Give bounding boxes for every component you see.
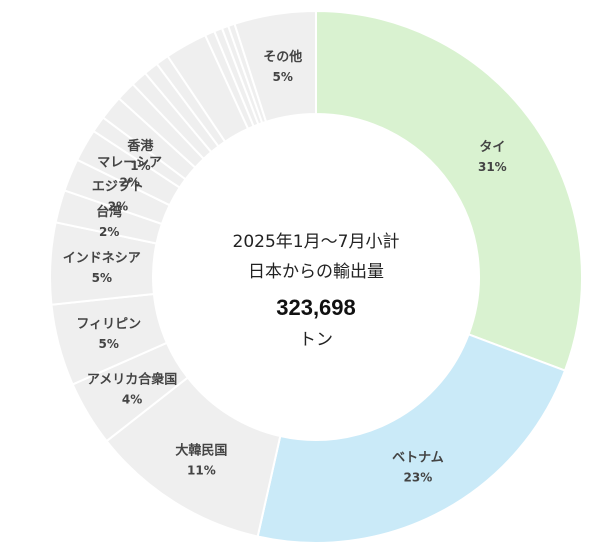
slice-label-percent: 11% bbox=[187, 463, 216, 477]
center-text: 2025年1月～7月小計 日本からの輸出量 323,698 トン bbox=[233, 232, 400, 350]
slice-label-percent: 1% bbox=[130, 159, 150, 173]
slice-label-name: アメリカ合衆国 bbox=[87, 371, 177, 387]
slices-layer bbox=[49, 9, 583, 544]
center-metric-label: 日本からの輸出量 bbox=[248, 262, 384, 282]
slice-label-name: マレーシア bbox=[97, 156, 162, 171]
slice-label-name: インドネシア bbox=[63, 251, 141, 266]
slice-label-name: 台湾 bbox=[96, 204, 122, 220]
center-total-value: 323,698 bbox=[276, 295, 356, 320]
slice-label-percent: 31% bbox=[478, 160, 507, 174]
slice-label-name: 大韓民国 bbox=[175, 442, 227, 458]
slice-label-percent: 2% bbox=[108, 200, 128, 214]
labels-layer: タイ 31% ベトナム 23% 大韓民国 11% アメリカ合衆国 4% フィリピン 5% インドネシ… bbox=[63, 49, 507, 485]
slice-label-name: ベトナム bbox=[392, 451, 444, 466]
slice-0 bbox=[315, 9, 583, 372]
slice-label-name: 香港 bbox=[126, 138, 154, 154]
slice-label-name: タイ bbox=[479, 140, 505, 155]
slice-label-percent: 2% bbox=[99, 225, 119, 239]
center-period-label: 2025年1月～7月小計 bbox=[233, 232, 400, 252]
slice-label-percent: 5% bbox=[99, 337, 119, 351]
slice-label-percent: 5% bbox=[273, 70, 293, 84]
slice-20 bbox=[233, 9, 317, 124]
slice-label-percent: 2% bbox=[119, 176, 139, 190]
slice-label-percent: 4% bbox=[122, 392, 142, 406]
slice-label-name: フィリピン bbox=[76, 317, 141, 332]
center-unit-label: トン bbox=[299, 330, 333, 350]
slice-1 bbox=[256, 333, 567, 544]
slice-label-percent: 5% bbox=[92, 271, 112, 285]
slice-label-percent: 23% bbox=[404, 471, 433, 485]
slice-label-name: エジプト bbox=[92, 180, 144, 195]
slice-label-name: その他 bbox=[263, 49, 302, 65]
